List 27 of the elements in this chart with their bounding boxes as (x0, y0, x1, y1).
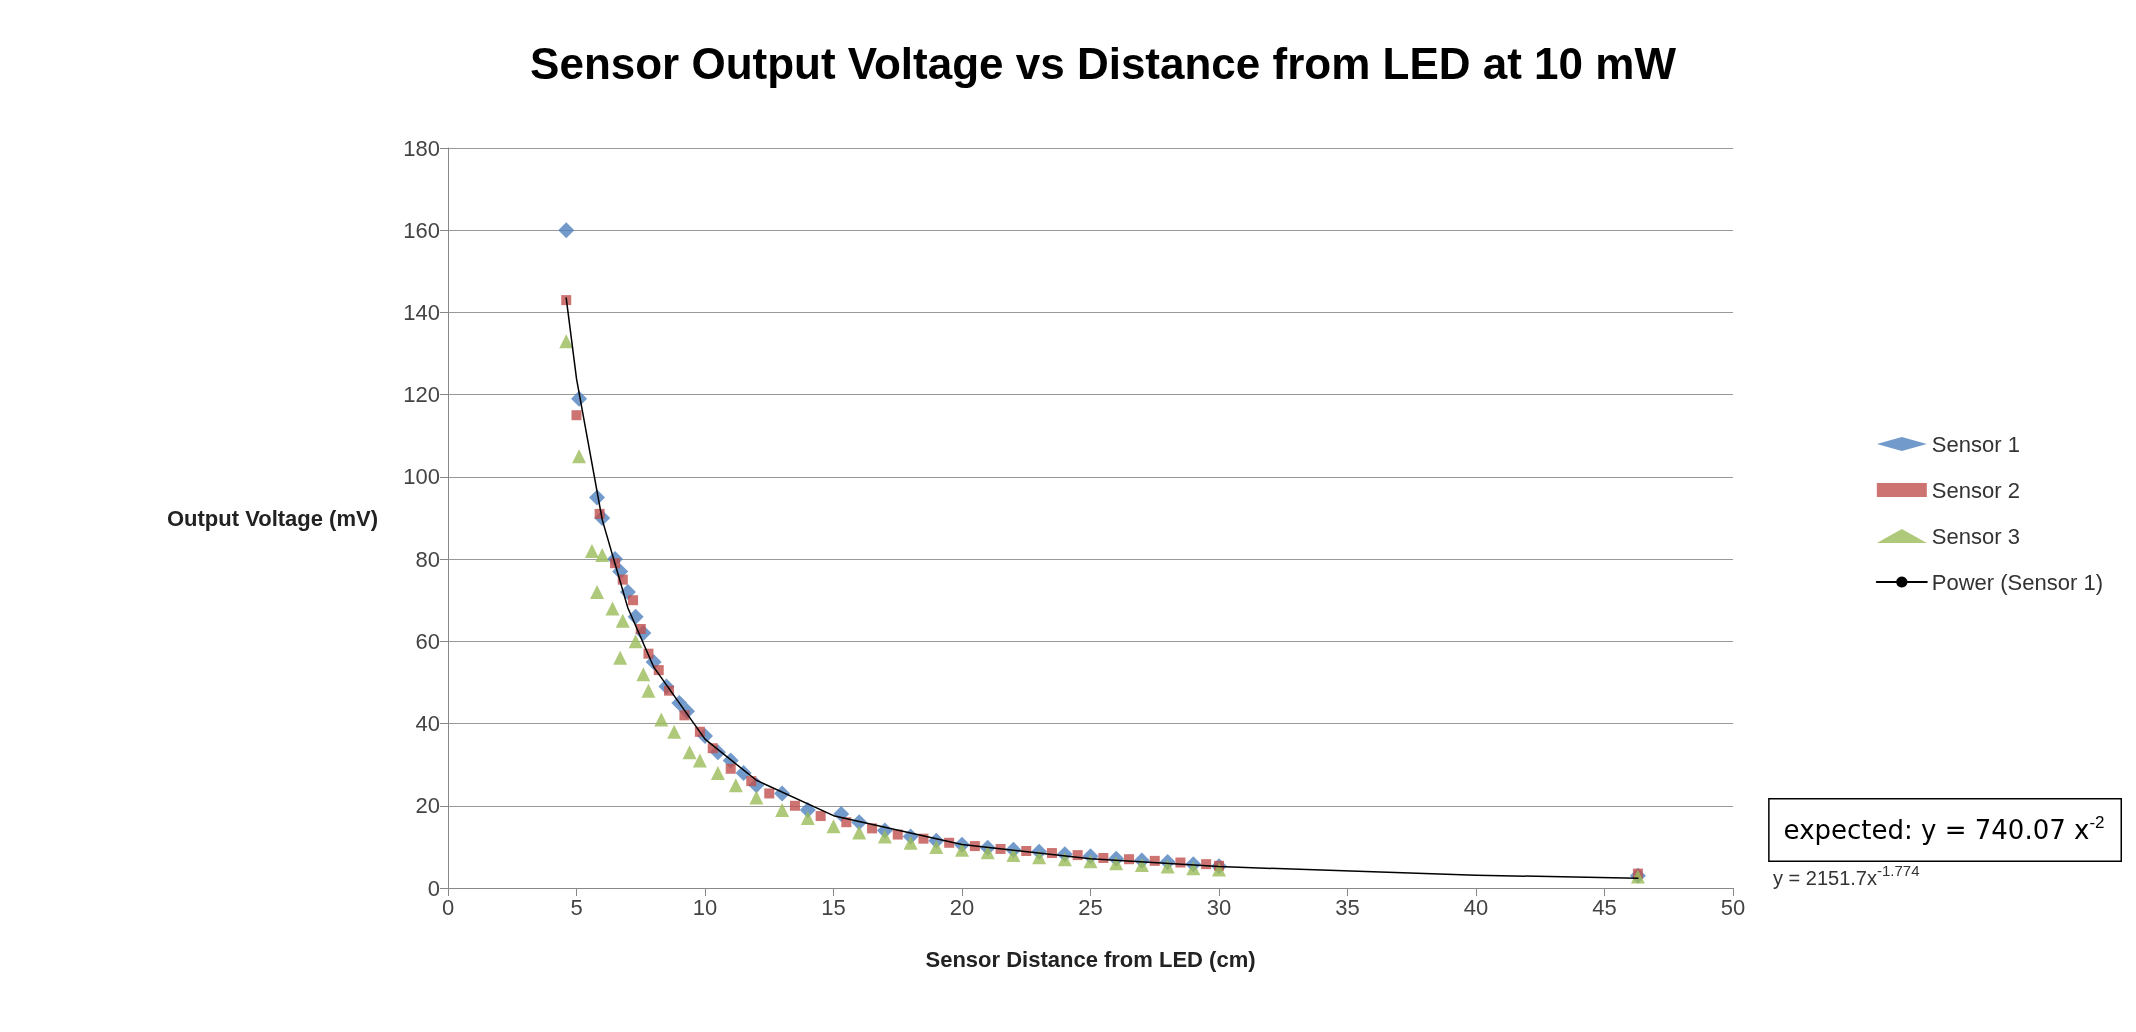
y-tick-label: 80 (415, 546, 440, 572)
y-tick-label: 0 (427, 875, 440, 901)
x-tick-label: 5 (570, 894, 583, 920)
legend-label: Power (Sensor 1) (1931, 569, 2104, 595)
y-tick-label: 100 (403, 464, 440, 490)
y-tick-label: 40 (415, 711, 440, 737)
x-tick-label: 45 (1592, 894, 1617, 920)
y-tick-label: 140 (403, 299, 440, 325)
y-tick-label: 120 (403, 382, 440, 408)
y-tick-label: 160 (403, 217, 440, 243)
x-tick-label: 10 (692, 894, 718, 920)
y-tick-label: 60 (415, 628, 440, 654)
legend-label: Sensor 1 (1931, 431, 2020, 457)
y-axis-title: Output Voltage (mV) (166, 505, 378, 531)
x-tick-label: 15 (821, 894, 846, 920)
x-tick-label: 35 (1335, 894, 1360, 920)
x-axis-title: Sensor Distance from LED (cm) (925, 946, 1256, 972)
y-tick-label: 180 (403, 135, 440, 161)
x-tick-label: 50 (1720, 894, 1746, 920)
x-tick-label: 20 (949, 894, 975, 920)
x-tick-label: 30 (1206, 894, 1232, 920)
chart-title: Sensor Output Voltage vs Distance from LED at 10 mW (530, 38, 1677, 88)
legend-label: Sensor 3 (1931, 523, 2020, 549)
x-tick-label: 40 (1463, 894, 1489, 920)
legend-label: Sensor 2 (1931, 477, 2020, 503)
x-tick-label: 25 (1078, 894, 1103, 920)
y-tick-label: 20 (415, 793, 440, 819)
